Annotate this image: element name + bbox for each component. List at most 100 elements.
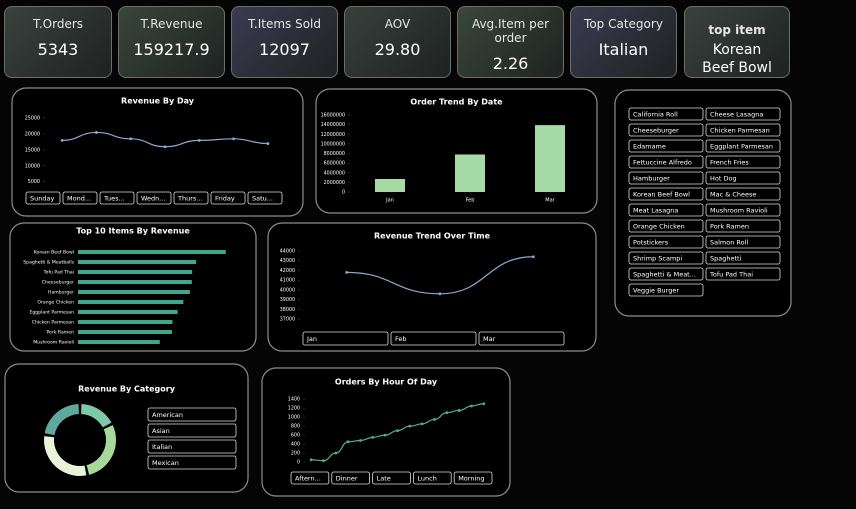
slicer-button[interactable] [173,191,209,205]
slicer-button[interactable] [628,267,704,281]
slicer-button[interactable] [478,331,565,346]
slicer-label[interactable]: French Fries [710,159,749,167]
slicer-label[interactable]: Chicken Parmesan [710,127,770,135]
slicer-label[interactable]: Eggplant Parmesan [710,143,773,151]
slicer-button[interactable] [390,331,477,346]
slicer-button[interactable] [302,331,389,346]
slicer-button[interactable] [290,471,330,485]
slicer-label[interactable]: California Roll [633,111,678,119]
slicer-label[interactable]: Hamburger [633,175,670,183]
slicer-label[interactable]: Italian [152,443,172,451]
slicer-button[interactable] [705,235,781,249]
slicer-button[interactable] [705,171,781,185]
slicer-button[interactable] [628,283,704,297]
slicer-button[interactable] [25,191,61,205]
slicer-label[interactable]: Mexican [152,459,179,467]
y-tick-label: Chicken Parmesan [32,320,74,326]
slicer-label[interactable]: Tues... [103,195,125,203]
point [163,145,167,149]
slicer-button[interactable] [136,191,172,205]
slicer-button[interactable] [210,191,246,205]
slicer-button[interactable] [705,187,781,201]
slicer-label[interactable]: American [152,411,183,419]
slicer-button[interactable] [705,139,781,153]
slicer-button[interactable] [705,203,781,217]
slicer-label[interactable]: Mushroom Ravioli [710,207,768,215]
slicer-label[interactable]: Late [377,475,391,483]
slicer-label[interactable]: Dinner [336,475,358,483]
slicer-button[interactable] [705,219,781,233]
slicer-label[interactable]: Friday [215,195,235,203]
bar [375,179,405,192]
slicer-button[interactable] [705,107,781,121]
slicer-label[interactable]: Wedn... [141,195,166,203]
slicer-button[interactable] [99,191,135,205]
slicer-button[interactable] [628,251,704,265]
slicer-button[interactable] [453,471,493,485]
bar [78,340,160,344]
slicer-label[interactable]: Aftern... [295,475,321,483]
slicer-label[interactable]: Fettuccine Alfredo [633,159,692,167]
slicer-label[interactable]: Feb [395,335,407,343]
y-tick-label: Korean Beef Bowl [34,250,74,256]
point [197,138,201,142]
slicer-button[interactable] [147,423,237,438]
slicer-label[interactable]: Jan [306,335,317,343]
y-tick-label: 42000 [280,268,295,274]
slicer-button[interactable] [412,471,452,485]
point [445,411,449,415]
slicer-label[interactable]: Cheese Lasagna [710,111,763,119]
slicer-label[interactable]: Edamame [633,143,666,151]
slicer-label[interactable]: Salmon Roll [710,239,748,247]
slicer-button[interactable] [628,139,704,153]
slicer-label[interactable]: Meat Lasagna [633,207,678,215]
point [396,429,399,433]
slicer-button[interactable] [147,407,237,422]
slicer-label[interactable]: Mac & Cheese [710,191,756,199]
slicer-label[interactable]: Thurs... [177,195,202,203]
slicer-button[interactable] [628,123,704,137]
slicer-label[interactable]: Spaghetti [710,255,742,263]
slicer-label[interactable]: Satu... [252,195,273,203]
slicer-label[interactable]: Orange Chicken [633,223,685,231]
kpi-value: 5343 [37,40,79,59]
slicer-button[interactable] [705,267,781,281]
slicer-button[interactable] [147,455,237,470]
slicer-label[interactable]: Cheeseburger [633,127,679,135]
y-tick-label: 41000 [280,278,295,284]
slicer-label[interactable]: Potstickers [633,239,669,247]
slicer-label[interactable]: Sunday [30,195,54,203]
slicer-label[interactable]: Shrimp Scampi [633,255,682,263]
slicer-label[interactable]: Morning [458,475,484,483]
slicer-label[interactable]: Pork Ramen [710,223,749,231]
slicer-label[interactable]: Hot Dog [710,175,737,183]
slicer-label[interactable]: Mar [483,335,496,343]
slicer-button[interactable] [147,439,237,454]
slicer-label[interactable]: Korean Beef Bowl [633,191,690,199]
slicer-button[interactable] [628,235,704,249]
slicer-button[interactable] [705,251,781,265]
slicer-label[interactable]: Mond... [67,195,91,203]
slicer-button[interactable] [372,471,411,485]
slicer-button[interactable] [628,107,704,121]
slicer-button[interactable] [628,219,704,233]
slicer-button[interactable] [705,123,781,137]
slicer-label[interactable]: Lunch [417,475,436,483]
slicer-button[interactable] [628,171,704,185]
slicer-button[interactable] [331,471,370,485]
slicer-label[interactable]: Veggie Burger [633,287,679,295]
slicer-label[interactable]: Asian [152,427,170,435]
slicer-label[interactable]: Tofu Pad Thai [709,271,753,279]
y-tick-label: 400 [291,442,300,448]
slicer-label[interactable]: Spaghetti & Meat... [633,271,696,279]
y-tick-label: Orange Chicken [37,300,74,306]
slicer-button[interactable] [247,191,283,205]
point [531,255,535,259]
slicer-button[interactable] [62,191,98,205]
slicer-button[interactable] [628,187,704,201]
point [129,137,133,141]
slicer-button[interactable] [705,155,781,169]
slicer-button[interactable] [628,203,704,217]
kpi-value: 2.26 [492,54,529,73]
slicer-button[interactable] [628,155,704,169]
